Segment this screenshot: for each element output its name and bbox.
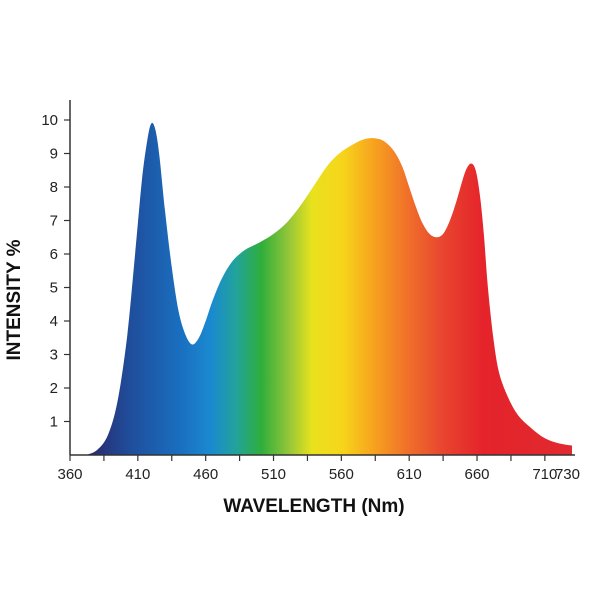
x-tick-label: 710: [532, 466, 557, 483]
x-tick-label: 510: [261, 466, 286, 483]
x-tick-label: 660: [465, 466, 490, 483]
y-axis-ticks: 1 2 3 4 5 6 7 8 9 10: [41, 112, 70, 431]
y-tick-label: 3: [50, 347, 58, 364]
x-tick-label: 360: [57, 466, 82, 483]
plot-area: [86, 122, 573, 455]
spectrum-area: [86, 122, 573, 455]
x-tick-label: 610: [397, 466, 422, 483]
y-tick-label: 9: [50, 146, 58, 163]
y-axis-title: INTENSITY %: [4, 239, 25, 360]
x-tick-label: 560: [329, 466, 354, 483]
x-tick-label: 410: [125, 466, 150, 483]
y-tick-label: 6: [50, 246, 58, 263]
y-tick-label: 5: [50, 280, 58, 297]
x-axis-title: WAVELENGTH (Nm): [223, 496, 404, 517]
y-tick-label: 7: [50, 213, 58, 230]
x-tick-label: 460: [193, 466, 218, 483]
y-tick-label: 4: [50, 313, 58, 330]
y-tick-label: 1: [50, 414, 58, 431]
y-tick-label: 8: [50, 179, 58, 196]
y-tick-label: 10: [41, 112, 58, 129]
y-tick-label: 2: [50, 380, 58, 397]
x-tick-label: 730: [555, 466, 580, 483]
